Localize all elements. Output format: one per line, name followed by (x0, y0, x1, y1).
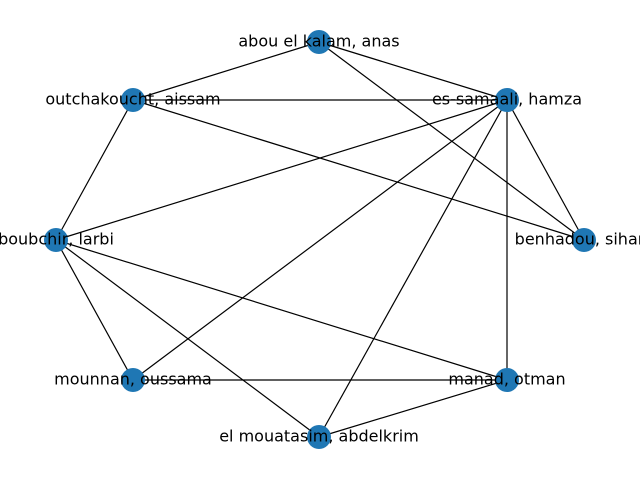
node-samaali (495, 88, 519, 112)
label-layer: abou el kalam, anas es-samaali, hamza outc… (0, 32, 640, 446)
edge-manad-mouatasim (318, 379, 508, 438)
edge-samaali-benhadou (506, 99, 585, 241)
edge-abou-samaali (318, 41, 508, 101)
node-outch (121, 88, 145, 112)
edge-outch-boubchir (55, 99, 134, 241)
edge-layer (55, 41, 585, 438)
node-label-boubchir: boubchir, larbi (0, 230, 114, 249)
node-boubchir (44, 228, 68, 252)
node-benhadou (572, 228, 596, 252)
node-layer (44, 30, 596, 449)
edge-boubchir-manad (55, 239, 508, 381)
node-label-outch: outchakoucht, aissam (45, 90, 220, 109)
edge-samaali-mouatasim (318, 99, 508, 438)
edge-samaali-mounnan (132, 99, 508, 381)
node-manad (495, 368, 519, 392)
edge-boubchir-mounnan (55, 239, 134, 381)
node-mounnan (121, 368, 145, 392)
node-label-manad: manad, otman (448, 370, 565, 389)
node-label-benhadou: benhadou, siham (515, 230, 640, 249)
node-label-samaali: es-samaali, hamza (432, 90, 582, 109)
edge-samaali-boubchir (55, 99, 508, 241)
node-label-mounnan: mounnan, oussama (54, 370, 212, 389)
edge-boubchir-mouatasim (55, 239, 320, 438)
edge-abou-outch (132, 41, 320, 101)
node-abou (307, 30, 331, 54)
node-label-abou: abou el kalam, anas (238, 32, 399, 51)
node-label-mouatasim: el mouatasim, abdelkrim (219, 427, 419, 446)
edge-outch-benhadou (132, 99, 585, 241)
node-mouatasim (307, 425, 331, 449)
